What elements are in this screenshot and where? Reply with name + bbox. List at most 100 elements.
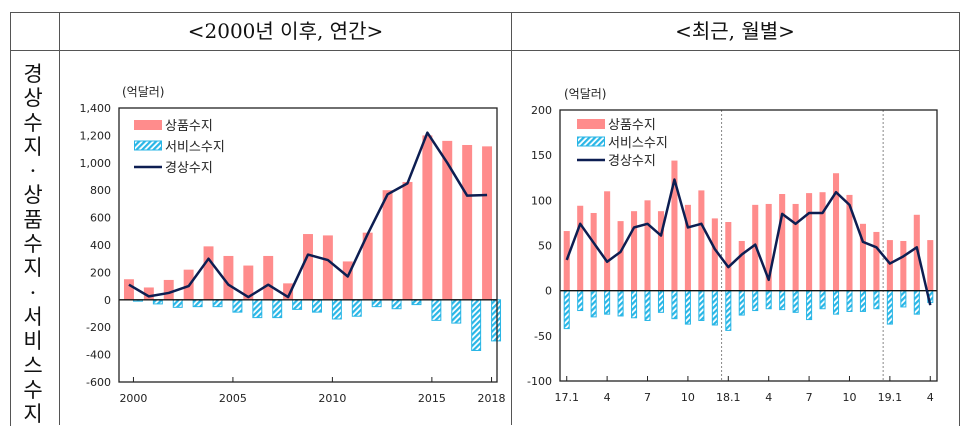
services-bar: [860, 291, 865, 312]
goods-bar: [422, 135, 432, 299]
goods-bar: [577, 206, 583, 291]
unit-label: (억달러): [122, 85, 164, 99]
legend-swatch-services: [135, 141, 162, 150]
goods-bar: [631, 211, 637, 290]
y-tick-label: -50: [534, 330, 552, 343]
services-bar: [173, 300, 182, 308]
legend-swatch-goods: [577, 119, 605, 129]
y-tick-label: -100: [527, 375, 552, 388]
y-tick-label: 150: [531, 149, 552, 162]
legend-label-services: 서비스수지: [165, 140, 225, 155]
x-tick-label: 4: [604, 391, 611, 404]
goods-bar: [164, 280, 174, 300]
y-tick-label: 1,000: [80, 157, 112, 170]
header-divider: [10, 50, 959, 51]
services-bar: [833, 291, 838, 314]
x-tick-label: 10: [842, 391, 856, 404]
goods-bar: [263, 256, 273, 300]
y-tick-label: 600: [90, 212, 111, 225]
services-bar: [874, 291, 879, 309]
goods-bar: [793, 204, 799, 291]
legend-label-current: 경상수지: [608, 154, 656, 169]
goods-bar: [644, 200, 650, 290]
services-bar: [618, 291, 623, 316]
x-tick-label: 4: [765, 391, 772, 404]
goods-bar: [927, 240, 933, 291]
unit-label: (억달러): [564, 87, 606, 101]
services-bar: [605, 291, 610, 314]
legend-swatch-goods: [134, 120, 162, 130]
row-label-char: 경: [18, 62, 48, 86]
row-label-char: 서: [18, 305, 48, 329]
services-bar: [807, 291, 812, 320]
services-bar: [632, 291, 637, 318]
x-tick-label: 2005: [219, 392, 247, 405]
x-tick-label: 17.1: [554, 391, 579, 404]
services-bar: [452, 300, 461, 323]
services-bar: [253, 300, 262, 318]
y-tick-label: -200: [86, 321, 111, 334]
goods-bar: [124, 279, 134, 300]
y-tick-label: 200: [90, 266, 111, 279]
y-tick-label: 1,400: [80, 102, 112, 115]
goods-bar: [323, 235, 333, 299]
right-panel-title: <최근, 월별>: [512, 10, 958, 48]
row-label-char: 비: [18, 329, 48, 353]
goods-bar: [739, 241, 745, 291]
services-bar: [699, 291, 704, 321]
services-bar: [753, 291, 758, 311]
row-label-char: 지: [18, 256, 48, 280]
services-bar: [887, 291, 892, 324]
goods-bar: [806, 193, 812, 291]
row-label-char: 수: [18, 111, 48, 135]
x-tick-label: 7: [644, 391, 651, 404]
services-bar: [492, 300, 501, 341]
goods-bar: [887, 240, 893, 291]
services-bar: [332, 300, 341, 319]
services-bar: [658, 291, 663, 313]
x-tick-label: 19.1: [878, 391, 903, 404]
services-bar: [685, 291, 690, 324]
goods-bar: [462, 145, 472, 300]
services-bar: [766, 291, 771, 309]
y-tick-label: 800: [90, 184, 111, 197]
services-bar: [432, 300, 441, 321]
services-bar: [193, 300, 202, 307]
row-label-char: 품: [18, 208, 48, 232]
goods-bar: [383, 190, 393, 300]
x-tick-label: 2000: [119, 392, 147, 405]
y-tick-label: -600: [86, 376, 111, 389]
services-bar: [739, 291, 744, 315]
y-tick-label: 200: [531, 104, 552, 117]
goods-bar: [833, 173, 839, 290]
y-tick-label: 100: [531, 194, 552, 207]
services-bar: [564, 291, 569, 329]
services-bar: [645, 291, 650, 321]
goods-bar: [482, 146, 492, 299]
goods-bar: [403, 182, 413, 300]
goods-bar: [698, 190, 704, 290]
goods-bar: [618, 221, 624, 291]
services-bar: [712, 291, 717, 325]
goods-bar: [303, 234, 313, 300]
legend-label-current: 경상수지: [165, 161, 213, 176]
legend-swatch-services: [578, 137, 605, 146]
goods-bar: [564, 231, 570, 291]
goods-bar: [873, 232, 879, 291]
goods-bar: [725, 222, 731, 291]
annual-chart: (억달러)-600-400-20002004006008001,0001,200…: [60, 55, 510, 425]
goods-bar: [820, 192, 826, 290]
goods-bar: [204, 246, 214, 299]
services-bar: [313, 300, 322, 312]
legend-label-services: 서비스수지: [608, 136, 668, 151]
y-tick-label: 50: [538, 240, 552, 253]
services-bar: [472, 300, 481, 351]
services-bar: [847, 291, 852, 312]
row-label-char: 수: [18, 232, 48, 256]
goods-bar: [712, 218, 718, 290]
services-bar: [726, 291, 731, 331]
services-bar: [213, 300, 222, 307]
legend-label-goods: 상품수지: [165, 119, 213, 134]
x-tick-label: 10: [681, 391, 695, 404]
